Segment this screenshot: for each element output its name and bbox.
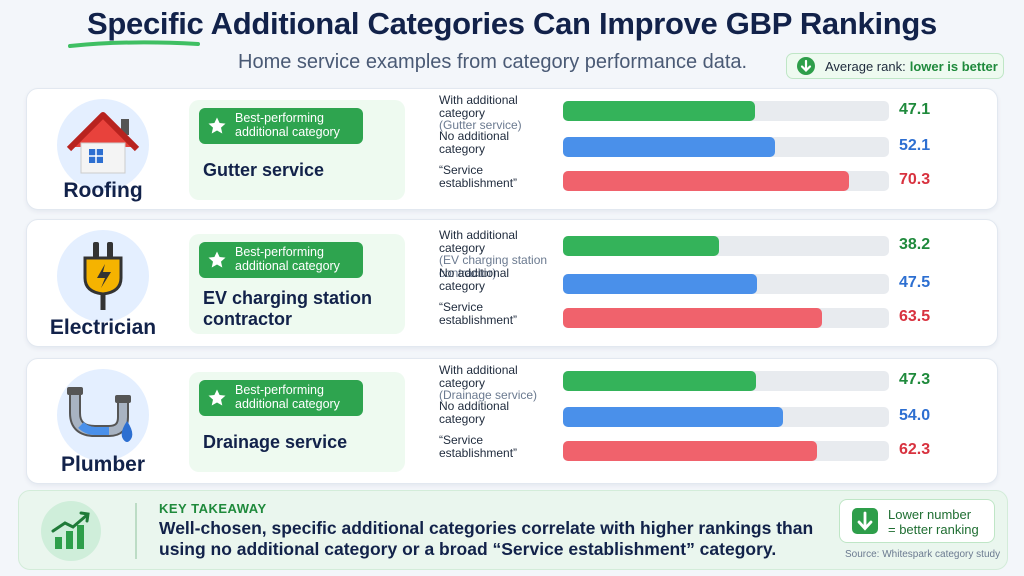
bar-none [563, 274, 757, 294]
takeaway-text: Well-chosen, specific additional categor… [159, 518, 814, 559]
badge-line-2: additional category [235, 125, 340, 139]
best-category-name: Gutter service [203, 160, 325, 180]
best-category-box: Best-performing additional category Gutter… [189, 100, 405, 200]
best-category-name: EV charging station contractor [203, 288, 373, 329]
bar-service [563, 441, 817, 461]
bar-track [563, 101, 889, 121]
bar-label-none: No additional category [439, 266, 510, 293]
page-title: Specific Additional Categories Can Impro… [0, 6, 1024, 42]
bar-label-with: With additional category (EV charging stat… [439, 229, 569, 279]
bar-value-service: 70.3 [899, 171, 931, 188]
bar-with [563, 236, 719, 256]
bar-track [563, 236, 889, 256]
bar-track [563, 171, 889, 191]
bar-value-with: 38.2 [899, 236, 931, 253]
bar-track [563, 441, 889, 461]
bar-sublabel: (EV charging station contractor) [439, 253, 548, 280]
bar-track [563, 137, 889, 157]
best-performing-badge: Best-performing additional category [199, 242, 363, 278]
bar-label-service: “Service establishment” [439, 433, 518, 460]
bar-label-service: “Service establishment” [439, 163, 518, 190]
best-performing-badge: Best-performing additional category [199, 108, 363, 144]
bar-value-with: 47.1 [899, 101, 931, 118]
bar-track [563, 274, 889, 294]
takeaway-divider [135, 503, 137, 559]
rank-note-prefix: Average rank: [825, 58, 906, 74]
trade-label: Plumber [60, 453, 146, 476]
badge-line-2: additional category [235, 259, 340, 273]
house-icon [57, 99, 149, 191]
bar-value-none: 47.5 [899, 274, 931, 291]
bar-label-none: No additional category [439, 129, 510, 156]
growth-chart-icon [41, 501, 101, 561]
bar-value-none: 52.1 [899, 137, 931, 154]
title-underline-swoosh [68, 40, 200, 48]
star-icon [208, 117, 226, 134]
rank-note-emphasis: lower is better [909, 58, 998, 74]
pipe-icon [57, 369, 149, 461]
bar-track [563, 371, 889, 391]
bar-label-service: “Service establishment” [439, 300, 518, 327]
title-highlight: Specific [87, 6, 204, 41]
bar-none [563, 137, 775, 157]
bar-value-service: 62.3 [899, 441, 931, 458]
down-arrow-icon [797, 57, 815, 75]
badge-line-2: additional category [235, 397, 340, 411]
bar-value-service: 63.5 [899, 308, 931, 325]
trade-label: Electrician [49, 316, 157, 339]
page-subtitle: Home service examples from category perf… [238, 51, 748, 73]
best-performing-badge: Best-performing additional category [199, 380, 363, 416]
best-category-box: Best-performing additional category Draina… [189, 372, 405, 472]
bar-value-none: 54.0 [899, 407, 931, 424]
lower-is-better-text: Lower number = better ranking [888, 507, 979, 537]
bar-track [563, 407, 889, 427]
plug-icon [57, 230, 149, 322]
bar-label-with: With additional category (Drainage service… [439, 364, 569, 402]
bar-none [563, 407, 783, 427]
bar-label-none: No additional category [439, 399, 510, 426]
badge-line-1: Best-performing [235, 245, 324, 259]
rank-note: Average rank: lower is better [786, 53, 1004, 79]
badge-line-1: Best-performing [235, 383, 324, 397]
lower-line-1: Lower number [888, 507, 972, 522]
bar-with [563, 101, 755, 121]
lower-line-2: = better ranking [888, 522, 979, 537]
bar-track [563, 308, 889, 328]
best-category-box: Best-performing additional category EV cha… [189, 234, 405, 334]
trade-card-roofing: Roofing Best-performing additional categor… [26, 88, 998, 210]
trade-label: Roofing [63, 179, 143, 202]
source-note: Source: Whitespark category study [845, 549, 1001, 560]
trade-card-electrician: Electrician Best-performing additional cat… [26, 219, 998, 347]
bar-value-with: 47.3 [899, 371, 931, 388]
bar-with [563, 371, 756, 391]
lower-is-better-box: Lower number = better ranking [839, 499, 995, 543]
badge-line-1: Best-performing [235, 111, 324, 125]
best-category-name: Drainage service [203, 432, 348, 452]
bar-sublabel: (Drainage service) [439, 388, 538, 402]
title-rest: Additional Categories Can Improve GBP Ra… [203, 6, 938, 41]
star-icon [208, 251, 226, 268]
down-arrow-icon [852, 508, 878, 534]
trade-card-plumber: Plumber Best-performing additional categor… [26, 358, 998, 484]
key-takeaway-panel: KEY TAKEAWAY Well-chosen, specific addit… [18, 490, 1008, 570]
bar-label-with: With additional category (Gutter service) [439, 94, 569, 132]
bar-service [563, 308, 822, 328]
bar-service [563, 171, 849, 191]
takeaway-heading: KEY TAKEAWAY [159, 501, 267, 516]
bar-sublabel: (Gutter service) [439, 118, 522, 132]
star-icon [208, 389, 226, 406]
